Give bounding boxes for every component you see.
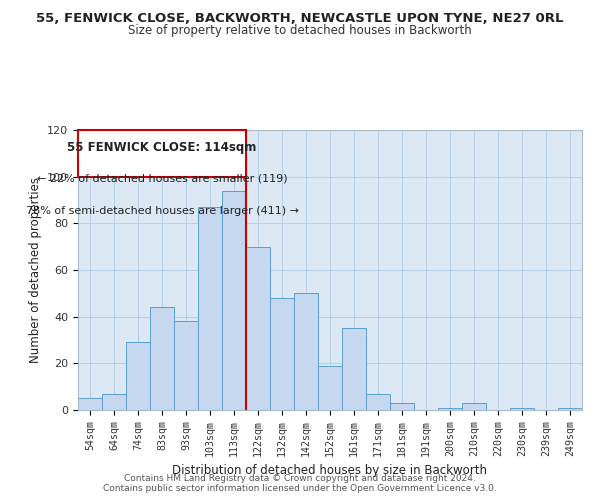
Bar: [366, 394, 390, 410]
Bar: [438, 408, 462, 410]
Bar: [174, 322, 198, 410]
Bar: [222, 190, 246, 410]
Bar: [246, 246, 270, 410]
Bar: [294, 294, 318, 410]
Bar: [558, 408, 582, 410]
Bar: [462, 403, 486, 410]
Bar: [126, 342, 150, 410]
Bar: [390, 403, 414, 410]
Bar: [318, 366, 342, 410]
Bar: [102, 394, 126, 410]
Text: Contains public sector information licensed under the Open Government Licence v3: Contains public sector information licen…: [103, 484, 497, 493]
Y-axis label: Number of detached properties: Number of detached properties: [29, 177, 41, 363]
Bar: [150, 308, 174, 410]
Bar: [510, 408, 534, 410]
Bar: [198, 207, 222, 410]
Text: 55, FENWICK CLOSE, BACKWORTH, NEWCASTLE UPON TYNE, NE27 0RL: 55, FENWICK CLOSE, BACKWORTH, NEWCASTLE …: [36, 12, 564, 26]
Text: ← 22% of detached houses are smaller (119): ← 22% of detached houses are smaller (11…: [37, 174, 287, 184]
Text: 55 FENWICK CLOSE: 114sqm: 55 FENWICK CLOSE: 114sqm: [67, 141, 257, 154]
Text: 78% of semi-detached houses are larger (411) →: 78% of semi-detached houses are larger (…: [25, 206, 299, 216]
Bar: [78, 398, 102, 410]
Bar: [342, 328, 366, 410]
FancyBboxPatch shape: [78, 130, 246, 176]
X-axis label: Distribution of detached houses by size in Backworth: Distribution of detached houses by size …: [173, 464, 487, 477]
Text: Contains HM Land Registry data © Crown copyright and database right 2024.: Contains HM Land Registry data © Crown c…: [124, 474, 476, 483]
Bar: [270, 298, 294, 410]
Text: Size of property relative to detached houses in Backworth: Size of property relative to detached ho…: [128, 24, 472, 37]
